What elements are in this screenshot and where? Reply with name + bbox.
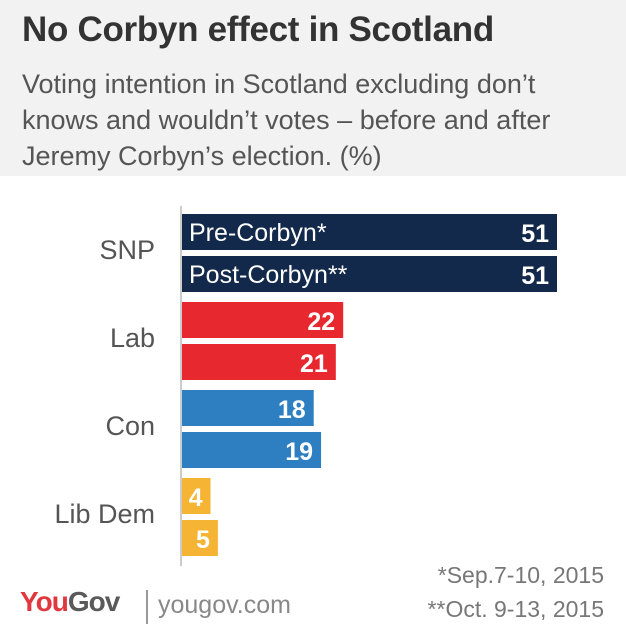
- series-label-pre: Pre-Corbyn*: [189, 219, 327, 247]
- bar-snp-post: [182, 256, 557, 292]
- data-label: 51: [521, 262, 549, 290]
- bar-lab-pre: [182, 302, 344, 338]
- bar-con-pre: [182, 390, 314, 426]
- footnote-pre: *Sep.7-10, 2015: [437, 562, 604, 588]
- data-label: 21: [300, 350, 328, 378]
- category-label-snp: SNP: [99, 235, 155, 265]
- data-label: 19: [285, 438, 313, 466]
- footnote-post: **Oct. 9-13, 2015: [427, 596, 604, 622]
- header-band: [0, 0, 626, 176]
- chart-title: No Corbyn effect in Scotland: [22, 10, 494, 49]
- data-label: 18: [278, 396, 306, 424]
- website-label: yougov.com: [158, 591, 291, 619]
- bar-lab-post: [182, 344, 336, 380]
- data-label: 5: [196, 526, 210, 554]
- yougov-logo: YouGov: [20, 586, 120, 617]
- category-label-con: Con: [105, 411, 155, 441]
- logo-divider: [146, 590, 148, 624]
- chart-subtitle: Voting intention in Scotland excluding d…: [22, 69, 551, 171]
- category-label-lab: Lab: [110, 323, 155, 353]
- series-label-post: Post-Corbyn**: [189, 261, 348, 289]
- bar-con-post: [182, 432, 322, 468]
- data-label: 4: [189, 484, 203, 512]
- bar-lib-dem-post: [182, 520, 218, 556]
- bar-snp-pre: [182, 214, 557, 250]
- bar-lib-dem-pre: [182, 478, 211, 514]
- data-label: 22: [307, 308, 335, 336]
- data-label: 51: [521, 220, 549, 248]
- category-label-lib-dem: Lib Dem: [54, 499, 155, 529]
- bar-chart: SNP 51 Pre-Corbyn* 51 Post-Corbyn** Lab 22 21 Co…: [54, 206, 557, 566]
